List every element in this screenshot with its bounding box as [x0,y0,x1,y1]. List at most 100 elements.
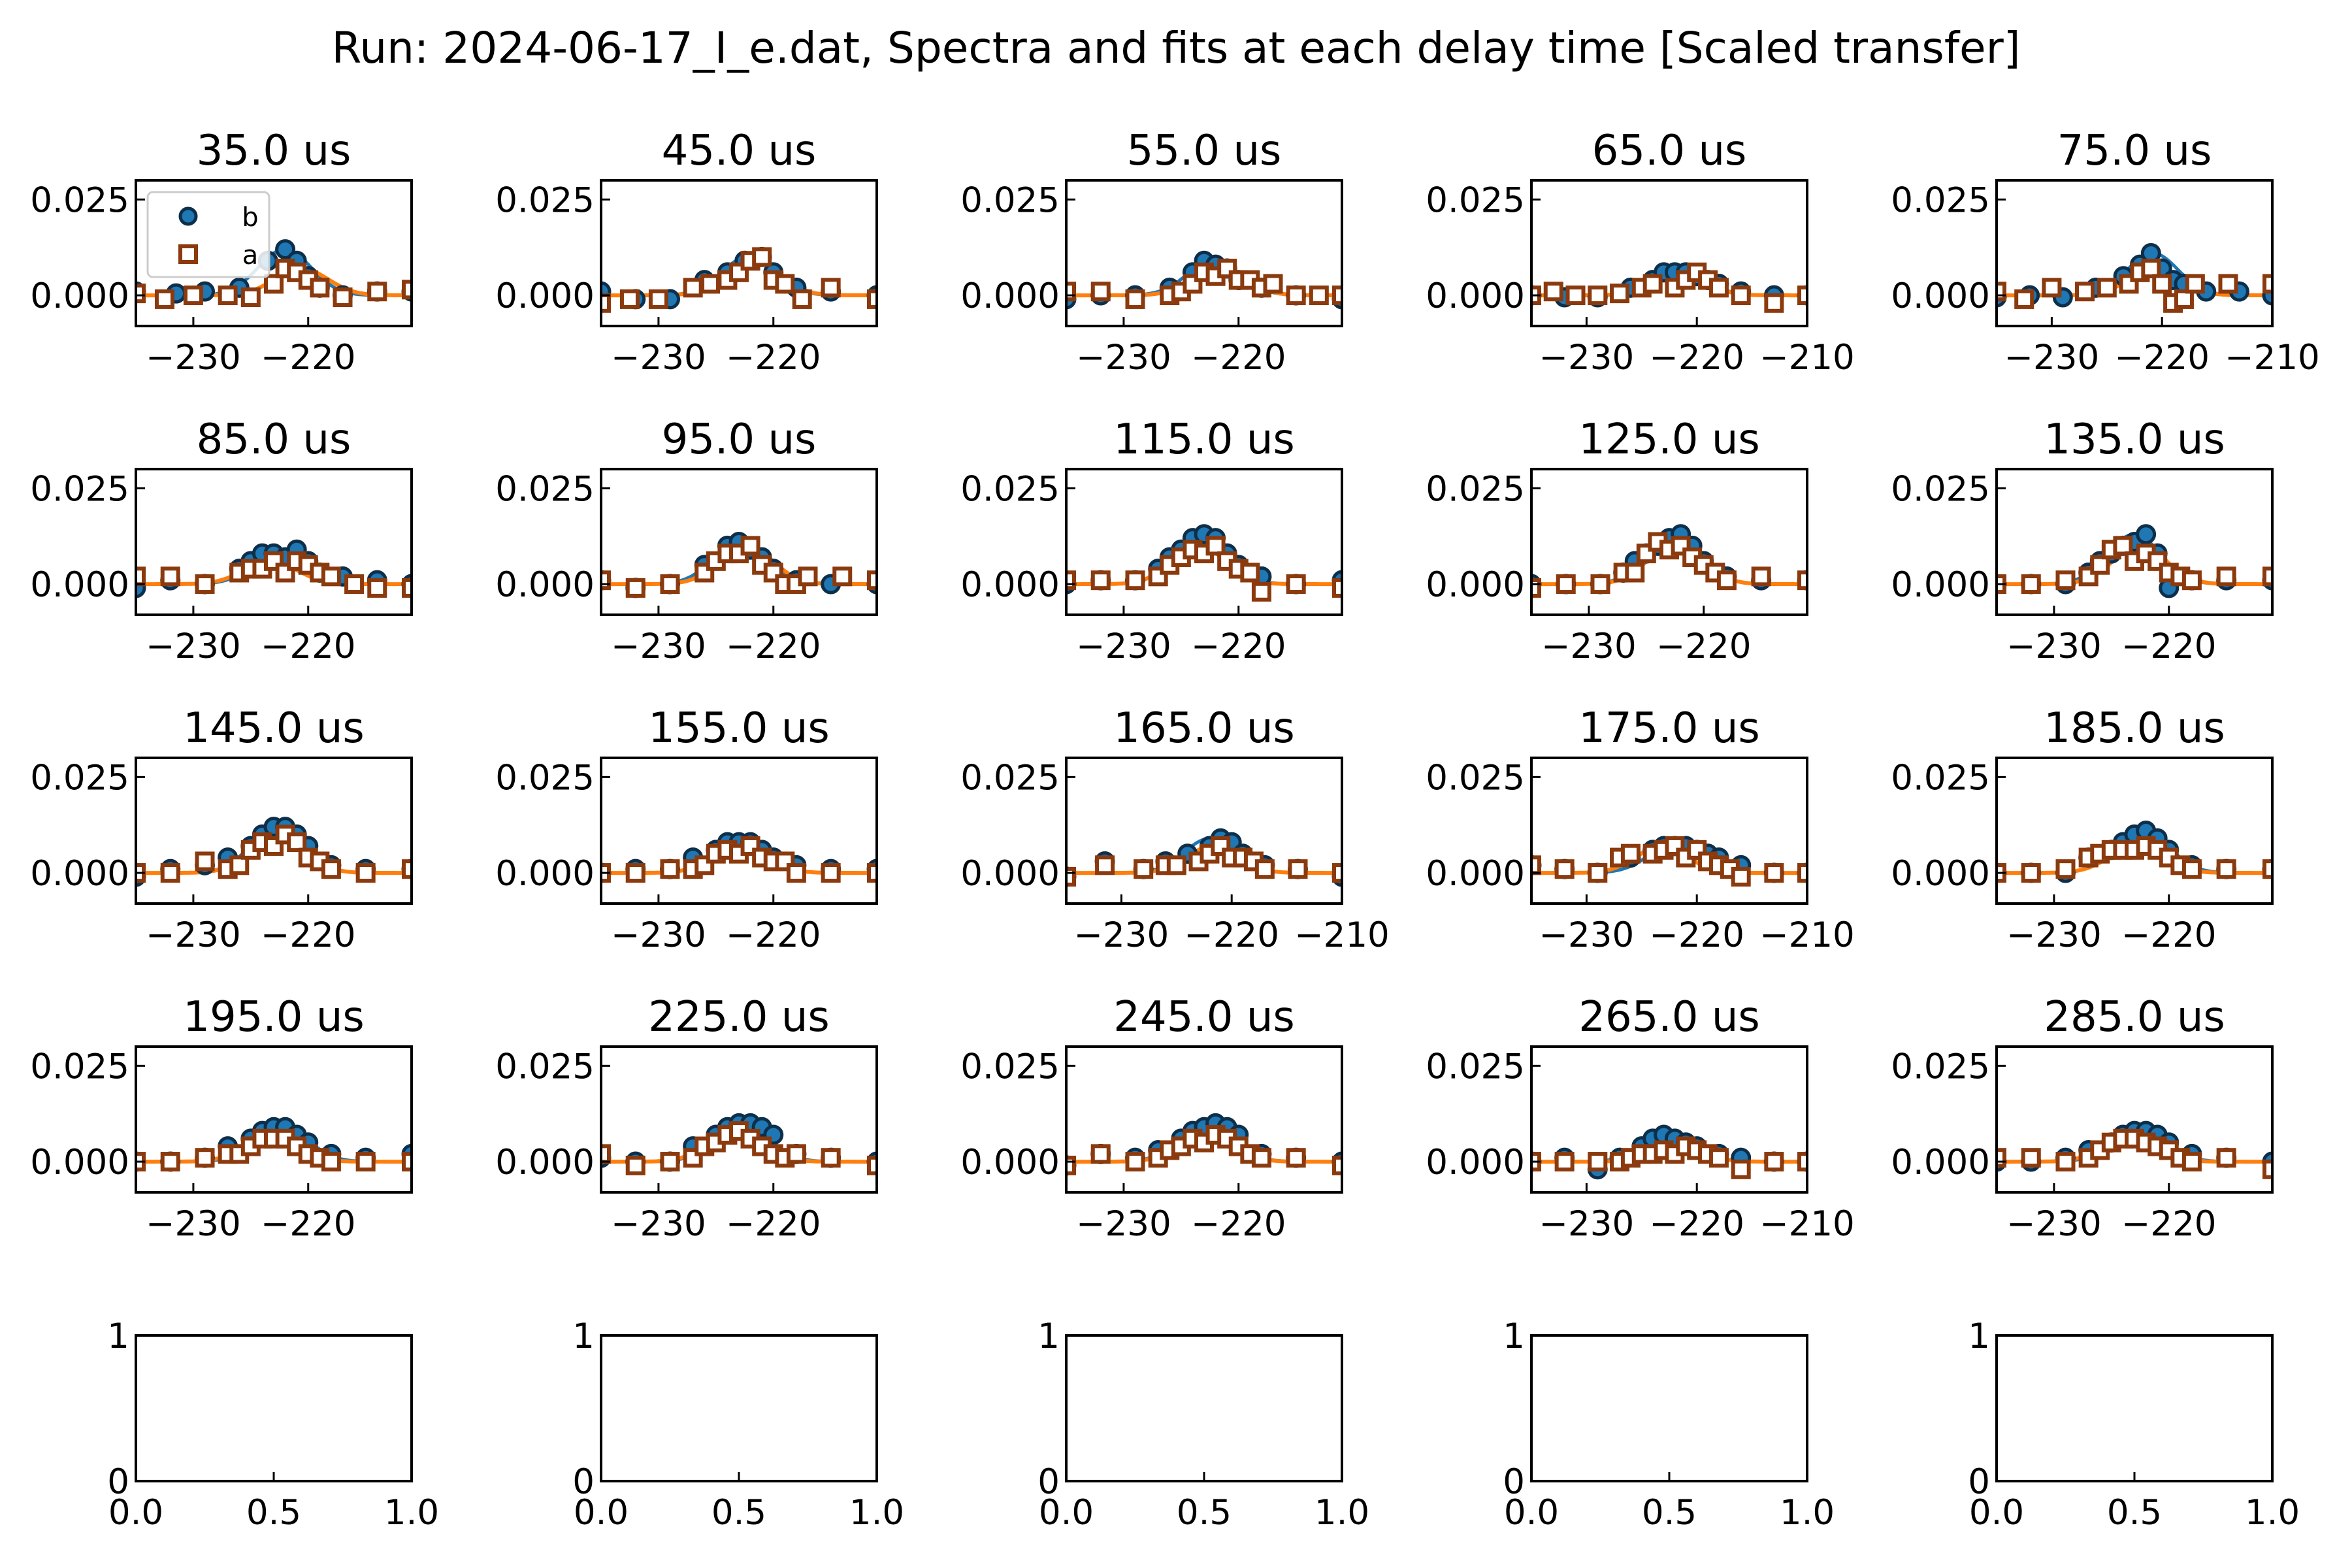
y-tick-label: 0.025 [960,469,1060,509]
subplot-panel: 225.0 us 0.000 0.025 −230 −220 [495,993,878,1244]
x-tick-label: −230 [611,915,706,955]
data-point-a [1090,570,1111,591]
data-point-a [136,566,146,587]
data-point-a [1332,863,1342,883]
y-tick-label: 0.025 [960,758,1060,798]
data-point-a [2055,859,2076,879]
y-tick-label: 0.000 [30,565,129,605]
data-layer [1997,524,2272,598]
x-tick-label: −220 [261,338,356,378]
data-layer [1066,1113,1342,1176]
legend-label-b: b [242,203,258,233]
x-tick-label: −220 [726,1204,821,1244]
data-point-a [700,274,721,294]
data-point-a [2141,258,2161,278]
axes-frame [135,179,413,327]
y-tick-label: 1 [1037,1316,1060,1356]
axes-frame [1995,1045,2274,1194]
data-point-a [264,274,284,294]
x-tick-label: 1.0 [1780,1493,1835,1533]
subplot-panel: 185.0 us 0.000 0.025 −230 −220 [1891,704,2274,955]
data-point-a [1531,855,1541,875]
data-point-a [1625,563,1645,583]
y-tick-label: 0 [107,1462,129,1502]
data-point-a [867,1155,877,1175]
x-tick-label: −230 [146,338,241,378]
x-tick-label: −220 [261,915,356,955]
legend-marker-b [178,206,198,226]
x-tick-label: 0.5 [2107,1493,2162,1533]
subplot-panel: 85.0 us 0.000 0.025 −230 −220 [30,416,413,666]
data-point-a [367,282,387,302]
y-tick-label: 0 [1037,1462,1060,1502]
y-tick-label: 0.025 [1891,180,1990,220]
data-point-a [1716,570,1737,591]
data-point-a [740,836,760,856]
y-tick-label: 0.000 [495,1143,595,1183]
axes-frame [1065,757,1343,905]
data-point-a [1263,274,1283,294]
data-point-a [321,566,341,587]
axes-frame [1065,1045,1343,1194]
x-tick-label: −220 [2121,627,2217,666]
x-tick-label: −220 [2114,338,2210,378]
x-tick-label: −230 [1539,338,1635,378]
axes-frame [1995,179,2274,327]
data-point-a [2055,570,2076,591]
y-tick-label: 0.000 [1426,565,1525,605]
data-point-a [2021,574,2041,595]
axes-frame [600,1045,878,1194]
axes-frame [1530,1045,1808,1194]
data-layer [601,1113,877,1175]
data-point-a [1764,863,1784,883]
data-point-a [402,1152,412,1172]
subplot-panel: 95.0 us 0.000 0.025 −230 −220 [495,416,878,666]
subplot-panel: 35.0 us 0.000 0.025 −230 −220 ba [30,127,413,378]
data-point-a [287,832,307,853]
axes-frame [135,1045,413,1194]
x-tick-label: −220 [726,338,821,378]
y-tick-label: 0.025 [1426,469,1525,509]
axes-frame [1530,468,1808,616]
data-point-a [402,280,412,300]
x-tick-label: 0.0 [1504,1493,1559,1533]
data-layer [1531,524,1807,598]
data-point-a [240,287,261,307]
data-point-a [2262,1159,2272,1179]
data-point-a [2262,274,2272,294]
legend-label-a: a [242,240,259,270]
data-point-a [160,863,180,883]
data-point-a [683,278,703,298]
data-layer [1997,821,2272,883]
subplot-panel: 55.0 us 0.000 0.025 −230 −220 [960,127,1343,378]
x-tick-label: −230 [2006,627,2102,666]
y-tick-label: 0.025 [1426,1047,1525,1086]
x-tick-label: −220 [1649,338,1744,378]
data-point-a [2090,555,2110,575]
x-tick-label: −220 [1191,627,1286,666]
data-point-a [1671,536,1691,556]
panel-title: 95.0 us [662,416,817,464]
x-tick-label: −210 [1294,915,1390,955]
data-point-a [763,563,783,583]
data-point-a [321,1152,341,1172]
data-point-a [601,293,611,313]
data-point-a [310,278,330,298]
y-tick-label: 0.025 [1426,180,1525,220]
x-tick-label: 1.0 [849,1493,904,1533]
data-layer [1066,828,1342,887]
y-tick-label: 0.025 [30,469,129,509]
axes-frame [135,468,413,616]
data-point-a [694,855,715,875]
data-point-a [625,578,645,598]
data-point-a [1286,1148,1306,1168]
data-point-a [321,859,341,879]
data-point-a [1797,1152,1807,1172]
data-point-a [1251,581,1271,602]
data-point-b [2136,524,2157,545]
x-tick-label: 0.0 [1039,1493,1094,1533]
data-point-a [1764,293,1784,313]
x-tick-label: −230 [2006,1204,2102,1244]
axes-frame [1530,757,1808,905]
y-tick-label: 0.000 [1426,276,1525,316]
